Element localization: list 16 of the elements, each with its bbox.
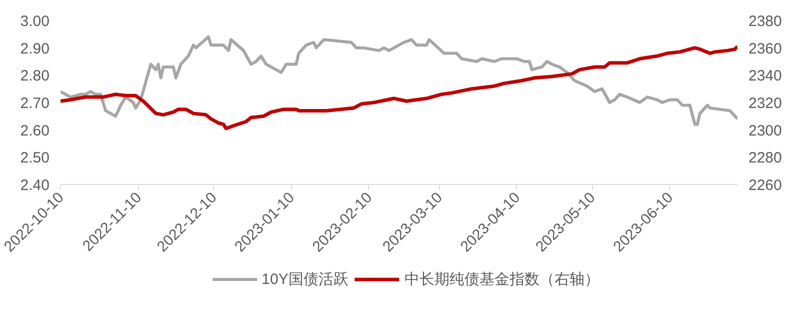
y-tick-label: 2.80	[20, 68, 50, 85]
y-tick-label: 3.00	[20, 13, 50, 30]
y-tick-label: 2.90	[20, 40, 50, 58]
y2-tick-label: 2260	[748, 177, 782, 194]
y2-tick-label: 2340	[748, 68, 782, 85]
y2-tick-label: 2380	[748, 13, 782, 30]
y2-tick-label: 2360	[748, 40, 782, 58]
y-tick-label: 2.60	[20, 122, 50, 140]
y-tick-label: 2.40	[20, 177, 50, 194]
y2-tick-label: 2320	[748, 95, 782, 112]
legend-label: 10Y国债活跃	[262, 270, 348, 288]
legend-label: 中长期纯债基金指数（右轴）	[404, 270, 600, 288]
y2-tick-label: 2300	[748, 122, 782, 140]
y-tick-label: 2.70	[20, 95, 50, 112]
y-tick-label: 2.50	[20, 150, 50, 167]
y2-tick-label: 2280	[748, 150, 782, 167]
